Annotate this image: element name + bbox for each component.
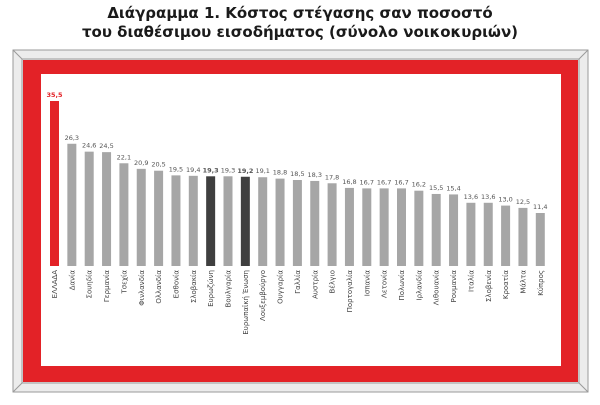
bar xyxy=(310,180,320,266)
category-label: Ολλανδία xyxy=(155,270,163,304)
bar xyxy=(414,190,424,266)
bar xyxy=(379,188,389,266)
chart-title-line-1: Διάγραμμα 1. Κόστος στέγασης σαν ποσοστό xyxy=(107,4,493,22)
bar xyxy=(206,176,216,266)
category-label: Σλοβενία xyxy=(485,270,493,302)
data-label: 19,3 xyxy=(203,166,219,174)
category-label: Φινλανδία xyxy=(138,270,146,306)
category-label: Κροατία xyxy=(502,270,510,300)
category-label: Γαλλία xyxy=(294,270,302,294)
bar xyxy=(518,207,528,266)
bar xyxy=(67,143,77,266)
bar xyxy=(50,101,59,266)
data-label: 19,5 xyxy=(169,165,183,173)
data-label: 19,3 xyxy=(221,166,235,174)
category-label: Πολωνία xyxy=(398,270,406,301)
data-label: 35,5 xyxy=(46,91,63,99)
bar xyxy=(344,187,354,266)
data-label: 19,1 xyxy=(255,167,269,175)
data-label: 11,4 xyxy=(533,203,547,211)
category-label: Λουξεμβούργο xyxy=(259,270,267,321)
bar xyxy=(431,193,441,266)
category-labels-group: ΕΛΛΑΔΑ Δανία Σουηδία Γερμανία Τσεχία Φινλανδί… xyxy=(51,270,545,335)
chart-title-line-2: του διαθέσιμου εισοδήματος (σύνολο νοικο… xyxy=(81,23,519,41)
data-label: 13,6 xyxy=(481,193,495,201)
category-label: Ουγγαρία xyxy=(277,270,285,304)
category-label: Τσεχία xyxy=(120,270,128,295)
bar xyxy=(466,202,476,266)
bar xyxy=(275,178,285,266)
bar xyxy=(102,152,112,266)
data-label: 15,5 xyxy=(429,184,443,192)
data-label: 18,5 xyxy=(290,170,304,178)
category-label: Πορτογαλία xyxy=(346,270,354,313)
bar xyxy=(292,180,302,266)
data-label: 24,5 xyxy=(99,142,113,150)
category-label: Αυστρία xyxy=(311,270,319,299)
bar xyxy=(136,168,146,266)
bar xyxy=(119,163,129,266)
category-label: ΕΛΛΑΔΑ xyxy=(51,270,59,299)
data-label: 18,8 xyxy=(273,169,287,177)
category-label: Ρουμανία xyxy=(450,270,458,303)
category-label: Ευρωπαϊκή Ένωση xyxy=(242,270,250,335)
category-label: Λετονία xyxy=(381,270,389,298)
data-label: 16,2 xyxy=(412,181,426,189)
category-label: Μάλτα xyxy=(519,270,527,294)
data-label: 17,8 xyxy=(325,173,339,181)
category-label: Κύπρος xyxy=(537,270,545,296)
data-label: 20,5 xyxy=(151,161,165,169)
bevel-corner-line xyxy=(12,49,23,60)
data-label: 19,4 xyxy=(186,166,200,174)
bar xyxy=(535,213,545,266)
data-label: 16,7 xyxy=(360,178,374,186)
chart-title: Διάγραμμα 1. Κόστος στέγασης σαν ποσοστό… xyxy=(0,4,600,42)
data-label: 18,3 xyxy=(308,171,322,179)
category-label: Ιταλία xyxy=(467,270,475,292)
category-label: Βουλγαρία xyxy=(225,270,233,308)
bar xyxy=(171,175,181,266)
category-label: Εσθονία xyxy=(172,270,180,299)
bars-group xyxy=(50,101,545,266)
bar xyxy=(188,175,198,266)
data-label: 16,7 xyxy=(377,178,391,186)
data-label: 12,5 xyxy=(516,198,530,206)
bar xyxy=(397,188,406,266)
category-label: Ευρωζώνη xyxy=(207,270,215,307)
bar xyxy=(240,176,250,266)
category-label: Ισπανία xyxy=(363,270,371,297)
category-label: Ιρλανδία xyxy=(415,270,423,301)
data-label: 26,3 xyxy=(65,134,79,142)
bevel-corner-line xyxy=(12,382,23,393)
category-label: Γερμανία xyxy=(103,270,111,302)
bar xyxy=(501,205,511,266)
category-label: Βέλγιο xyxy=(329,270,337,294)
bar xyxy=(327,183,337,266)
data-label: 19,2 xyxy=(237,167,253,175)
data-label: 16,7 xyxy=(394,178,408,186)
data-label: 22,1 xyxy=(117,153,131,161)
bar xyxy=(449,194,459,266)
data-label: 20,9 xyxy=(134,159,148,167)
bar xyxy=(483,202,493,266)
bar xyxy=(223,176,233,266)
data-label: 13,6 xyxy=(464,193,478,201)
bevel-corner-line xyxy=(578,382,589,393)
data-label: 15,4 xyxy=(446,184,460,192)
data-label: 13,0 xyxy=(498,196,512,204)
category-label: Σουηδία xyxy=(86,270,94,299)
bar xyxy=(84,151,94,266)
bar xyxy=(362,188,372,266)
bevel-corner-line xyxy=(578,49,589,60)
data-label: 24,6 xyxy=(82,142,96,150)
data-label: 16,8 xyxy=(342,178,356,186)
bevel-inner-edge xyxy=(21,58,580,384)
bar xyxy=(154,170,164,266)
category-label: Λιθουανία xyxy=(433,270,441,306)
category-label: Δανία xyxy=(68,270,76,291)
category-label: Σλοβακία xyxy=(190,270,198,303)
bar xyxy=(258,177,268,266)
data-labels-group: 35,526,324,6 24,522,120,9 20,519,5 19,4 19,3… xyxy=(46,91,547,211)
